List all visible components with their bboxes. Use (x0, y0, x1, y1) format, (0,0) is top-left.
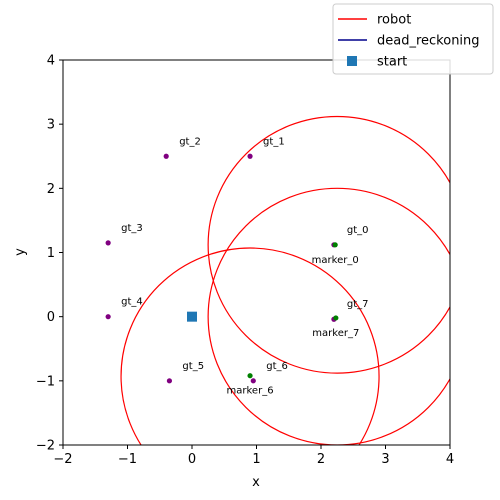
plot-area (120, 115, 450, 445)
gt-point-5 (166, 378, 173, 384)
legend-label-0: robot (377, 13, 411, 28)
axis-ticks: −2 −1 0 1 2 3 4 −2 −1 0 1 2 3 4 (36, 54, 454, 468)
x-axis-label: x (252, 475, 260, 490)
y-tick-label-5: 3 (47, 118, 55, 133)
y-tick-label-0: −2 (36, 439, 55, 454)
x-tick-label-3: 1 (252, 452, 260, 467)
gt-label-5: gt_5 (182, 361, 204, 372)
marker-label-2: marker_7 (312, 328, 359, 339)
x-tick-label-2: 0 (188, 452, 196, 467)
marker-point-2 (333, 315, 339, 321)
gt-label-2: gt_2 (179, 136, 201, 147)
x-tick-label-5: 3 (381, 452, 389, 467)
gt-point-1 (247, 153, 253, 159)
marker-label-1: marker_6 (227, 386, 274, 397)
gt-point-4 (105, 314, 111, 320)
y-tick-label-2: 0 (47, 310, 55, 325)
robot-range-circle-2 (120, 247, 380, 445)
x-tick-label-6: 4 (446, 452, 454, 467)
marker-point-0 (332, 242, 338, 248)
x-tick-label-4: 2 (317, 452, 325, 467)
legend-swatch-2 (347, 56, 357, 66)
y-tick-label-1: −1 (36, 374, 55, 389)
y-axis-label: y (13, 248, 28, 256)
y-tick-label-4: 2 (47, 182, 55, 197)
gt-label-3: gt_3 (121, 223, 143, 234)
gt-label-4: gt_4 (121, 297, 143, 308)
gt-point-6 (250, 378, 256, 384)
y-tick-label-6: 4 (47, 54, 55, 69)
robot-range-circle-0 (207, 115, 450, 374)
start-marker (187, 311, 197, 322)
legend-box (332, 3, 494, 75)
marker-label-0: marker_0 (312, 255, 359, 266)
x-tick-label-0: −2 (53, 452, 72, 467)
plot-marks: gt_0 gt_1 gt_2 gt_3 gt_4 gt_5 gt_6 gt_7 marker_0… (105, 115, 450, 445)
gt-label-7: gt_7 (347, 299, 369, 310)
gt-label-1: gt_1 (263, 136, 285, 147)
legend-label-2: start (377, 55, 407, 70)
gt-label-0: gt_0 (347, 225, 369, 236)
gt-point-3 (105, 240, 111, 246)
legend-label-1: dead_reckoning (377, 34, 480, 49)
gt-label-6: gt_6 (266, 361, 288, 372)
gt-point-2 (163, 153, 169, 159)
marker-point-1 (247, 373, 253, 379)
x-tick-label-1: −1 (118, 452, 137, 467)
y-tick-label-3: 1 (47, 246, 55, 261)
